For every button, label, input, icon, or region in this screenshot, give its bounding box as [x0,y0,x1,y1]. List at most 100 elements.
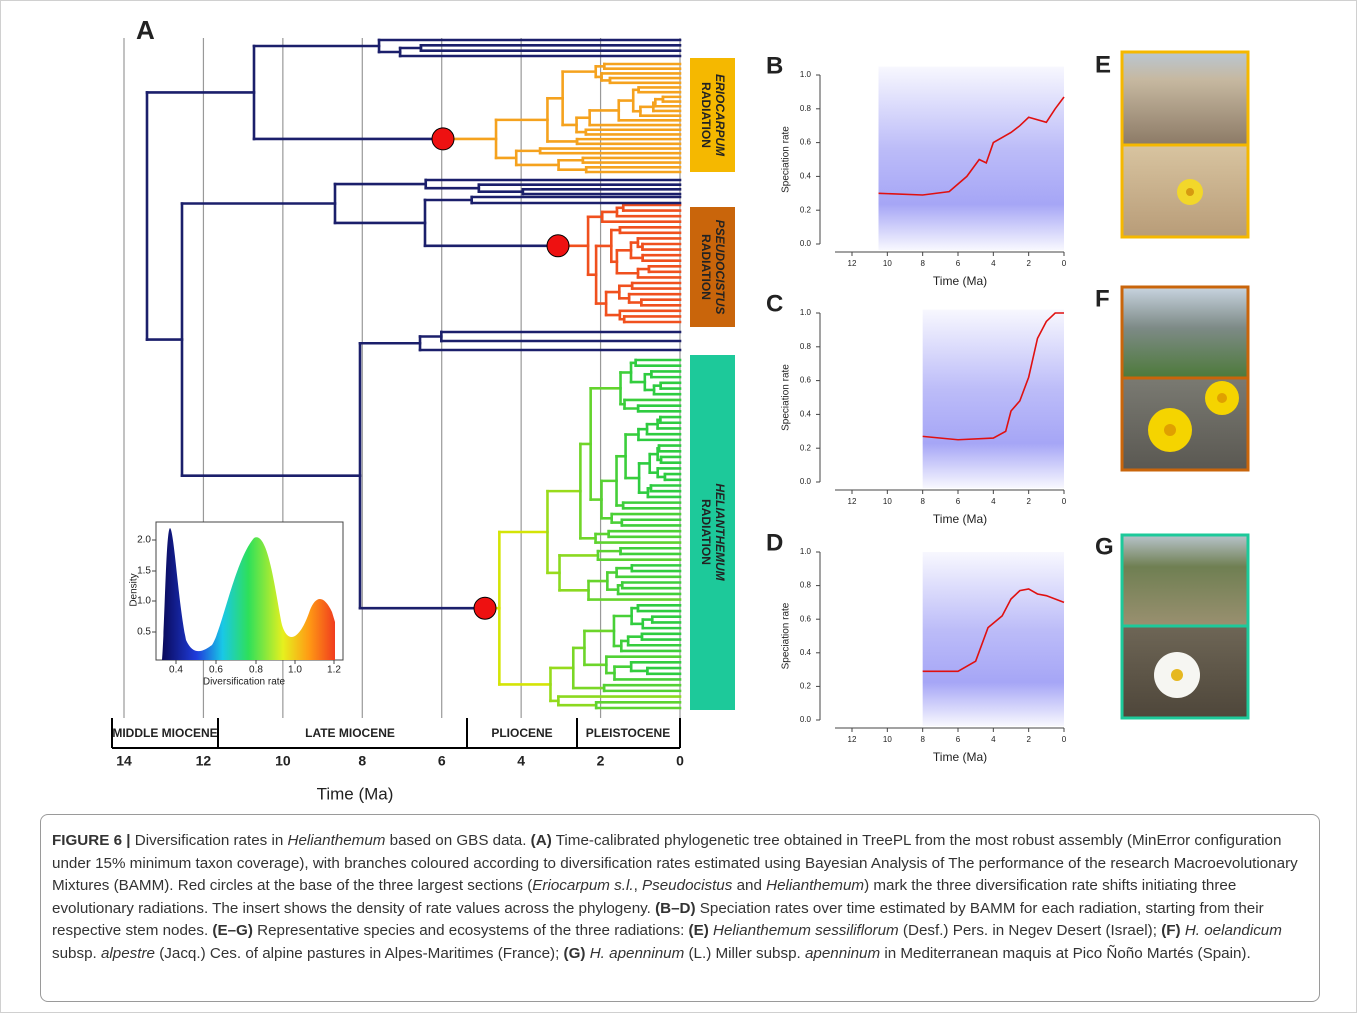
x-tick-label: 12 [196,753,212,769]
axis-title: Time (Ma) [317,784,394,803]
posterior-cloud [878,66,1064,250]
y-tick-label: 1.0 [800,308,812,317]
x-tick-label: 12 [848,497,857,506]
x-tick-label: 10 [883,735,892,744]
radiation-name: HELIANTHEMUM [713,483,727,581]
caption-run: based on GBS data. [385,832,531,849]
panel-label: D [766,529,783,556]
x-tick-label: 12 [848,259,857,268]
x-tick-label: 14 [116,753,132,769]
inset-y-tick: 1.0 [137,596,151,607]
rate-shift-marker [431,127,455,151]
caption-run: FIGURE 6 | [52,832,131,849]
caption-run: (Desf.) Pers. in Negev Desert (Israel); [898,922,1162,939]
y-tick-label: 0.2 [800,682,812,691]
radiation-name: ERIOCARPUM [713,74,727,157]
panel-label: E [1095,51,1111,78]
x-tick-label: 4 [991,497,996,506]
caption-run: (L.) Miller subsp. [684,944,805,962]
y-tick-label: 0.0 [800,477,812,486]
x-tick-label: 0 [676,753,684,769]
y-tick-label: 0.8 [800,581,812,590]
posterior-cloud [922,309,1064,488]
radiation-name: PSEUDOCISTUS [713,220,727,315]
caption-run: in Mediterranean maquis at Pico Ñoño Mar… [880,944,1251,962]
inset-x-tick: 1.2 [327,665,341,676]
x-tick-label: 4 [991,259,996,268]
caption-run: H. apenninum [589,944,685,962]
caption-run: (F) [1161,922,1181,939]
caption-run: apenninum [804,944,881,962]
caption-run: Speciation rates over time estimated by … [52,899,1264,940]
inset: 2.0 1.5 1.0 0.5 0.4 0.6 0.8 1.0 1.2 Dive… [129,521,344,688]
x-tick-label: 4 [517,753,525,769]
caption-run: ) mark the three diversification rate sh… [52,877,1237,917]
x-title: Time (Ma) [933,750,987,764]
rate-curve [922,312,1064,441]
inset-x-title: Diversification rate [203,677,286,688]
caption-run: Diversification rates in [130,832,288,849]
x-tick-label: 6 [956,735,961,744]
caption-run: (B–D) [655,899,696,917]
epoch-bar [111,718,681,749]
caption-run: alpestre [100,944,156,962]
x-tick-label: 2 [1026,259,1031,268]
caption-run: Helianthemum sessiliflorum [713,922,899,939]
caption-run: Helianthemum [766,877,865,894]
x-tick-label: 10 [883,497,892,506]
inset-x-tick: 1.0 [288,665,302,676]
radiation-suffix: RADIATION [699,499,713,565]
panel-label: C [766,290,783,317]
x-tick-label: 8 [920,735,925,744]
epoch-label: MIDDLE MIOCENE [112,726,217,740]
y-title: Speciation rate [781,126,792,193]
x-tick-label: 4 [991,735,996,744]
epoch-label: PLEISTOCENE [586,726,670,740]
y-title: Speciation rate [781,602,792,669]
posterior-cloud [922,552,1064,726]
x-title: Time (Ma) [933,512,987,526]
inset-y-tick: 2.0 [137,535,151,546]
y-tick-label: 0.2 [800,443,812,452]
rate-shift-marker [473,596,497,620]
inset-y-tick: 1.5 [137,566,151,577]
inset-x-tick: 0.6 [209,665,223,676]
x-tick-label: 8 [358,753,366,769]
caption-run: Representative species and ecosystems of… [252,922,689,939]
radiation-suffix: RADIATION [699,82,713,148]
caption-run: , [633,877,643,894]
caption-run: (Jacq.) Ces. of alpine pastures in Alpes… [155,944,564,962]
y-tick-label: 0.6 [800,138,812,147]
caption-run: subsp. [52,944,101,962]
rate-curve [878,96,1065,196]
y-tick-label: 0.0 [800,715,812,724]
y-tick-label: 0.6 [800,614,812,623]
caption-box [40,814,1320,1002]
radiation-box [690,207,735,327]
x-title: Time (Ma) [933,274,987,288]
panel-label: A [136,15,155,45]
x-tick-label: 8 [920,259,925,268]
inset-x-tick: 0.4 [169,665,183,676]
y-tick-label: 0.4 [800,172,812,181]
x-tick-label: 10 [883,259,892,268]
rate-curve [922,588,1065,673]
caption-run: H. oelandicum [1184,922,1282,939]
x-tick-label: 2 [1026,497,1031,506]
x-tick-label: 0 [1062,497,1067,506]
x-tick-label: 12 [848,735,857,744]
y-title: Speciation rate [781,364,792,431]
x-tick-label: 2 [597,753,605,769]
y-tick-label: 0.8 [800,104,812,113]
radiation-label: HELIANTHEMUMRADIATION [699,483,727,581]
epoch-label: LATE MIOCENE [305,726,395,740]
x-tick-label: 6 [438,753,446,769]
y-tick-label: 0.0 [800,239,812,248]
inset-y-tick: 0.5 [137,627,151,638]
photo-panels [1120,50,1250,720]
y-tick-label: 1.0 [800,547,812,556]
x-tick-label: 2 [1026,735,1031,744]
y-tick-label: 0.8 [800,342,812,351]
